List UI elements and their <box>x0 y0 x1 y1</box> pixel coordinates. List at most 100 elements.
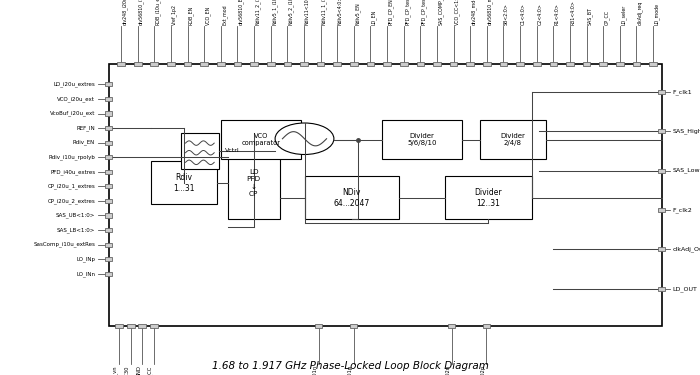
Bar <box>444 176 532 219</box>
Bar <box>183 62 192 66</box>
Bar <box>658 286 665 291</box>
Text: OUT_LO1p: OUT_LO1p <box>347 365 353 375</box>
Bar <box>449 62 458 66</box>
Bar <box>466 62 474 66</box>
Bar <box>500 62 507 66</box>
Text: clkAdj_req: clkAdj_req <box>637 0 643 25</box>
Text: REF_IN: REF_IN <box>76 125 95 131</box>
Bar <box>139 324 146 328</box>
Bar <box>384 62 391 66</box>
Text: VCO
comparator: VCO comparator <box>241 133 280 147</box>
Bar <box>217 62 225 66</box>
Text: LD_seler: LD_seler <box>620 4 626 25</box>
Text: Ndiv11_1_i10u_rpolyb: Ndiv11_1_i10u_rpolyb <box>321 0 327 25</box>
Text: SAS_COMP_EN: SAS_COMP_EN <box>438 0 443 25</box>
Text: div56810_EN: div56810_EN <box>238 0 244 25</box>
Bar <box>315 324 322 328</box>
Text: VCO_EN: VCO_EN <box>205 6 211 25</box>
Text: VCC30_vn: VCC30_vn <box>113 365 118 375</box>
Bar <box>300 62 308 66</box>
Text: div56810_i10u_rpolih: div56810_i10u_rpolih <box>139 0 144 25</box>
Bar <box>658 169 665 172</box>
Bar <box>333 62 341 66</box>
Text: CP_CC: CP_CC <box>604 10 610 25</box>
Bar <box>105 155 112 159</box>
Bar <box>633 62 641 66</box>
Text: SAS_High: SAS_High <box>673 128 700 134</box>
Text: Vref_1p2: Vref_1p2 <box>172 4 177 25</box>
Text: Rdiv_i10u_rpolyb: Rdiv_i10u_rpolyb <box>48 154 95 160</box>
Bar <box>284 62 291 66</box>
Text: div56810_md<1:0>: div56810_md<1:0> <box>487 0 494 25</box>
Text: LD_EN: LD_EN <box>371 9 377 25</box>
Text: F_clk1: F_clk1 <box>673 89 692 95</box>
Text: PFD_i40u_extres: PFD_i40u_extres <box>50 169 95 175</box>
Text: OUT_LO2n: OUT_LO2n <box>445 365 451 375</box>
Bar <box>105 184 112 188</box>
Text: ROB_EN: ROB_EN <box>188 6 194 25</box>
Text: SasComp_i10u_extRes: SasComp_i10u_extRes <box>34 242 95 248</box>
Bar <box>616 62 624 66</box>
Text: LD_OUT: LD_OUT <box>673 286 698 292</box>
Text: VcoBuf_i20u_ext: VcoBuf_i20u_ext <box>50 111 95 116</box>
Bar <box>105 228 112 232</box>
Text: Vctrl: Vctrl <box>225 148 239 153</box>
Text: Divider
2/4/8: Divider 2/4/8 <box>500 133 525 147</box>
Bar <box>304 176 399 219</box>
Text: Ndiv5_EN: Ndiv5_EN <box>355 2 360 25</box>
Bar <box>105 170 112 174</box>
Text: SB<2:0>: SB<2:0> <box>504 3 509 25</box>
Bar <box>251 62 258 66</box>
Text: SAS_BT: SAS_BT <box>587 7 593 25</box>
Bar <box>150 161 217 204</box>
Bar <box>150 62 158 66</box>
Text: OUT_LO1n: OUT_LO1n <box>312 365 318 375</box>
Bar <box>234 62 241 66</box>
Bar <box>167 62 175 66</box>
Bar <box>108 64 662 326</box>
Bar <box>480 120 546 159</box>
Text: Divider
5/6/8/10: Divider 5/6/8/10 <box>407 133 437 147</box>
Text: LD
PFD
↓
CP: LD PFD ↓ CP <box>246 169 261 197</box>
Bar <box>150 324 158 328</box>
Text: R31<4:0>: R31<4:0> <box>570 0 575 25</box>
Text: C2<4:0>: C2<4:0> <box>538 3 542 25</box>
Bar <box>400 62 407 66</box>
Bar <box>367 62 374 66</box>
Text: OUT_LO2p: OUT_LO2p <box>480 365 486 375</box>
Text: C1<4:0>: C1<4:0> <box>521 3 526 25</box>
Text: R1<4:0>: R1<4:0> <box>554 3 559 25</box>
Bar <box>127 324 134 328</box>
Text: NDiv
64...2047: NDiv 64...2047 <box>334 188 370 208</box>
Text: CP_i20u_1_extres: CP_i20u_1_extres <box>48 183 95 189</box>
Text: Ndiv5_2_i10u_rpolyb: Ndiv5_2_i10u_rpolyb <box>288 0 294 25</box>
Bar <box>105 257 112 261</box>
Bar <box>416 62 424 66</box>
Text: Rdiv_EN: Rdiv_EN <box>73 140 95 146</box>
Text: SAS_Low: SAS_Low <box>673 168 700 174</box>
Text: Ext_mod: Ext_mod <box>221 4 228 25</box>
Bar <box>599 62 607 66</box>
Text: clkAdj_Out: clkAdj_Out <box>673 246 700 252</box>
Bar <box>105 97 112 101</box>
Bar <box>105 213 112 217</box>
Bar <box>200 62 208 66</box>
Text: 1.68 to 1.917 GHz Phase-Locked Loop Block Diagram: 1.68 to 1.917 GHz Phase-Locked Loop Bloc… <box>211 361 489 370</box>
Text: Ndiv11_2_i10u_rpolyb: Ndiv11_2_i10u_rpolyb <box>255 0 260 25</box>
Text: Rdiv
1...31: Rdiv 1...31 <box>173 173 195 193</box>
Bar <box>105 141 112 145</box>
Bar <box>658 90 665 94</box>
Bar <box>448 324 456 328</box>
Bar <box>134 62 141 66</box>
Circle shape <box>275 123 334 154</box>
Bar <box>550 62 557 66</box>
Bar <box>658 248 665 252</box>
Bar <box>650 62 657 66</box>
Bar <box>105 82 112 87</box>
Text: CP_i20u_2_extres: CP_i20u_2_extres <box>48 198 95 204</box>
Text: PFD_CP_testUP: PFD_CP_testUP <box>405 0 410 25</box>
Text: Ndiv5<4:0>: Ndiv5<4:0> <box>338 0 343 25</box>
Bar <box>105 126 112 130</box>
Bar <box>316 62 324 66</box>
Bar <box>350 62 358 66</box>
